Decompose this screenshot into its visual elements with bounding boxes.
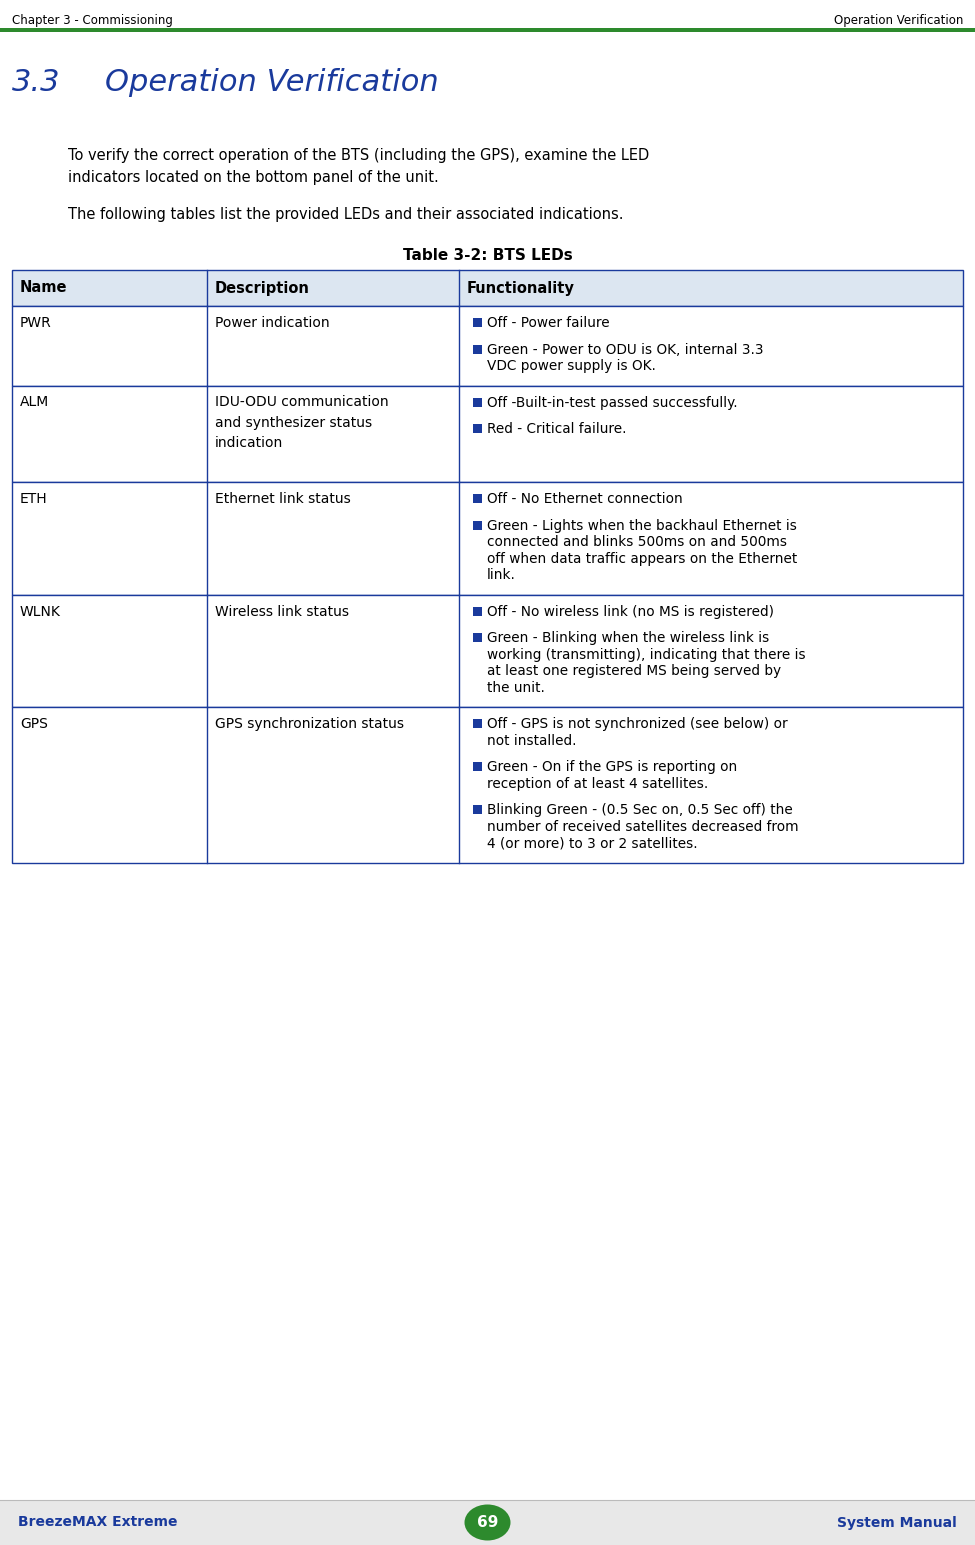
Text: off when data traffic appears on the Ethernet: off when data traffic appears on the Eth… (487, 552, 798, 565)
Text: Blinking Green - (0.5 Sec on, 0.5 Sec off) the: Blinking Green - (0.5 Sec on, 0.5 Sec of… (487, 803, 793, 817)
Text: working (transmitting), indicating that there is: working (transmitting), indicating that … (487, 647, 805, 661)
Text: Functionality: Functionality (467, 281, 575, 295)
Text: at least one registered MS being served by: at least one registered MS being served … (487, 664, 781, 678)
Text: link.: link. (487, 569, 516, 582)
Bar (473, 720, 482, 728)
Bar (12, 708, 963, 862)
Text: Off -Built-in-test passed successfully.: Off -Built-in-test passed successfully. (487, 396, 738, 409)
Text: GPS: GPS (20, 717, 48, 731)
Bar (12, 270, 963, 306)
Bar (473, 494, 482, 504)
Text: not installed.: not installed. (487, 734, 576, 748)
Text: Operation Verification: Operation Verification (105, 68, 439, 97)
Bar (473, 521, 482, 530)
Text: 3.3: 3.3 (12, 68, 60, 97)
Text: indicators located on the bottom panel of the unit.: indicators located on the bottom panel o… (68, 170, 439, 185)
Text: GPS synchronization status: GPS synchronization status (214, 717, 404, 731)
Bar (473, 805, 482, 814)
Text: Green - On if the GPS is reporting on: Green - On if the GPS is reporting on (487, 760, 737, 774)
Text: The following tables list the provided LEDs and their associated indications.: The following tables list the provided L… (68, 207, 623, 222)
Text: number of received satellites decreased from: number of received satellites decreased … (487, 820, 799, 834)
Text: System Manual: System Manual (838, 1516, 957, 1530)
Bar (473, 397, 482, 406)
Text: Description: Description (214, 281, 310, 295)
Text: Chapter 3 - Commissioning: Chapter 3 - Commissioning (12, 14, 173, 26)
Bar (473, 762, 482, 771)
Bar (12, 386, 963, 482)
Text: ALM: ALM (20, 396, 50, 409)
Text: connected and blinks 500ms on and 500ms: connected and blinks 500ms on and 500ms (487, 535, 787, 548)
Text: Green - Power to ODU is OK, internal 3.3: Green - Power to ODU is OK, internal 3.3 (487, 343, 763, 357)
Bar (12, 306, 963, 386)
Text: Off - No Ethernet connection: Off - No Ethernet connection (487, 493, 682, 507)
Text: IDU-ODU communication
and synthesizer status
indication: IDU-ODU communication and synthesizer st… (214, 396, 389, 450)
Ellipse shape (464, 1505, 511, 1540)
Text: ETH: ETH (20, 493, 48, 507)
Text: 4 (or more) to 3 or 2 satellites.: 4 (or more) to 3 or 2 satellites. (487, 836, 697, 850)
Text: Red - Critical failure.: Red - Critical failure. (487, 422, 627, 436)
Text: Ethernet link status: Ethernet link status (214, 493, 351, 507)
Text: To verify the correct operation of the BTS (including the GPS), examine the LED: To verify the correct operation of the B… (68, 148, 649, 164)
Text: the unit.: the unit. (487, 681, 545, 695)
Bar (473, 318, 482, 328)
Bar (12, 595, 963, 708)
Text: Wireless link status: Wireless link status (214, 604, 349, 618)
Text: Off - GPS is not synchronized (see below) or: Off - GPS is not synchronized (see below… (487, 717, 788, 731)
Text: BreezeMAX Extreme: BreezeMAX Extreme (18, 1516, 177, 1530)
Text: Green - Lights when the backhaul Ethernet is: Green - Lights when the backhaul Etherne… (487, 519, 797, 533)
Bar (0, 28, 975, 32)
Text: Green - Blinking when the wireless link is: Green - Blinking when the wireless link … (487, 632, 769, 646)
Text: Off - Power failure: Off - Power failure (487, 317, 609, 331)
Text: Table 3-2: BTS LEDs: Table 3-2: BTS LEDs (403, 249, 572, 263)
Bar (0, 1500, 975, 1545)
Bar (473, 423, 482, 433)
Text: VDC power supply is OK.: VDC power supply is OK. (487, 358, 656, 372)
Bar (473, 345, 482, 354)
Text: Operation Verification: Operation Verification (834, 14, 963, 26)
Text: 69: 69 (477, 1516, 498, 1530)
Text: Off - No wireless link (no MS is registered): Off - No wireless link (no MS is registe… (487, 604, 774, 618)
Bar (12, 482, 963, 595)
Text: WLNK: WLNK (20, 604, 60, 618)
Bar (473, 633, 482, 643)
Text: Name: Name (20, 281, 67, 295)
Text: PWR: PWR (20, 317, 52, 331)
Bar (473, 607, 482, 616)
Text: reception of at least 4 satellites.: reception of at least 4 satellites. (487, 777, 708, 791)
Text: Power indication: Power indication (214, 317, 330, 331)
